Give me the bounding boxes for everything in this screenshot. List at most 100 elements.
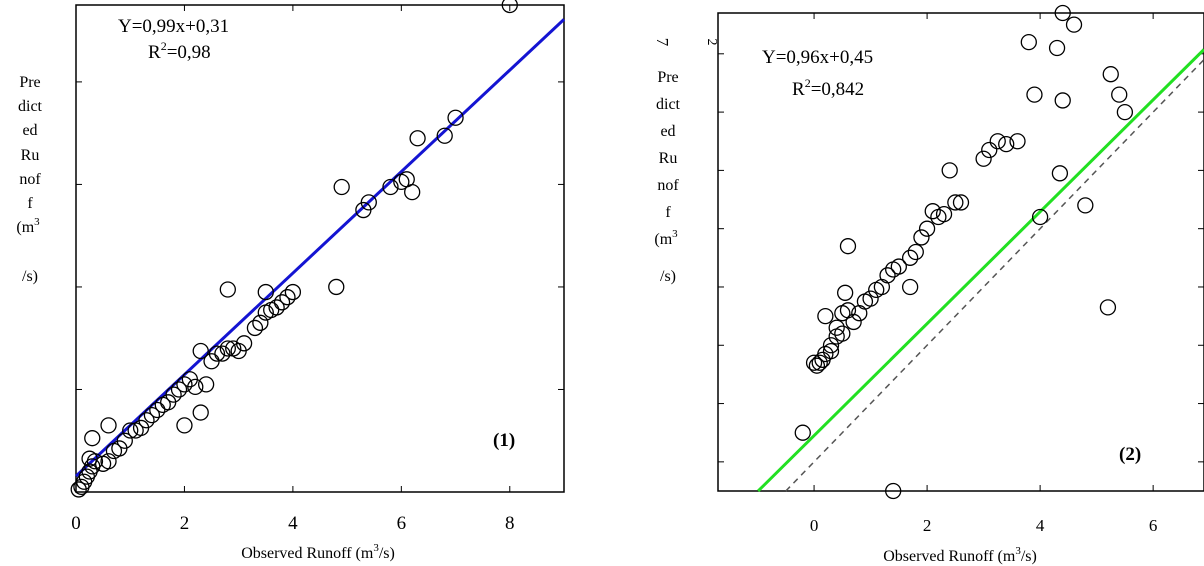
panel-2-data-point-2 xyxy=(808,357,826,374)
panel-2-x-ticks: 0 2 4 6 xyxy=(810,13,1158,535)
panel-2-data-point-40 xyxy=(1009,133,1026,150)
panel-1-data-point-31 xyxy=(192,342,209,360)
panel-1-ylabel-line-5: nof xyxy=(19,171,41,188)
panel-1-data-point-56 xyxy=(404,183,421,201)
panel-2-data-point-49 xyxy=(1099,299,1117,316)
panel-2-data-point-35 xyxy=(941,162,958,179)
panel-1-x-tick-label-1: 2 xyxy=(180,513,190,534)
panel-2-x-tick-label-3: 6 xyxy=(1149,516,1158,535)
panel-2-data-point-51 xyxy=(1111,86,1128,103)
panel-1-data-point-10 xyxy=(100,453,117,470)
panel-1: Pre dict ed Ru nof f (m3 /s) 0 2 4 6 8 Y=0,9… xyxy=(16,0,566,562)
panel-2-data-point-47 xyxy=(1065,16,1083,33)
panel-2-y-ticks xyxy=(718,53,1204,463)
panel-1-data-point-34 xyxy=(214,345,231,362)
panel-1-data-point-46 xyxy=(284,283,302,301)
panel-2-ylabel-line-5: nof xyxy=(657,177,679,194)
panel-1-data-point-49 xyxy=(328,278,345,296)
panel-2-ylabel-line-7: (m3 xyxy=(654,228,678,248)
panel-1-data-point-23 xyxy=(165,386,182,403)
panel-1-x-tick-label-0: 0 xyxy=(71,513,81,534)
panel-2-data-point-7 xyxy=(822,337,840,354)
panel-2-data-point-52 xyxy=(1116,103,1134,121)
panel-1-ylabel-line-7: (m3 xyxy=(16,216,40,236)
panel-2-points xyxy=(794,4,1134,500)
panel-2-data-point-43 xyxy=(1031,208,1049,226)
panel-1-data-point-29 xyxy=(192,404,209,421)
panel-1-data-point-27 xyxy=(176,417,193,434)
panel-1-data-point-45 xyxy=(279,289,296,306)
panel-1-ylabel-line-1: Pre xyxy=(19,74,40,91)
panel-1-data-point-43 xyxy=(268,299,285,316)
panel-2-data-point-14 xyxy=(837,284,854,301)
panel-2-data-point-45 xyxy=(1051,165,1069,182)
panel-2-data-point-17 xyxy=(856,293,874,310)
panel-2-data-point-5 xyxy=(817,345,834,363)
panel-2-data-point-50 xyxy=(1102,66,1119,83)
panel-1-x-ticks: 0 2 4 6 8 xyxy=(71,5,515,534)
panel-2-plot-frame xyxy=(717,12,1204,492)
panel-1-data-point-40 xyxy=(252,314,269,331)
panel-1-ylabel-line-6: f xyxy=(27,195,33,212)
panel-1-y-ticks xyxy=(76,81,564,390)
panel-2-ylabel-line-6: f xyxy=(665,204,671,221)
panel-1-data-point-60 xyxy=(501,0,518,14)
panel-1-points xyxy=(70,0,518,498)
panel-2-data-point-44 xyxy=(1048,39,1066,57)
panel-2-data-point-11 xyxy=(828,319,845,336)
panel-2-data-point-34 xyxy=(952,194,970,211)
panel-1-x-tick-label-3: 6 xyxy=(397,513,407,534)
panel-1-data-point-28 xyxy=(187,378,204,396)
panel-2-data-point-25 xyxy=(901,249,919,266)
panel-1-equation: Y=0,99x+0,31 xyxy=(118,16,229,37)
panel-2-x-tick-label-1: 2 xyxy=(923,516,932,535)
panel-2-data-point-30 xyxy=(924,203,941,220)
panel-2-data-point-10 xyxy=(834,325,851,342)
panel-2-x-tick-label-0: 0 xyxy=(810,516,819,535)
panel-1-data-point-47 xyxy=(257,283,274,301)
panel-1-ylabel-line-8: /s) xyxy=(22,268,38,285)
panel-1-data-point-35 xyxy=(219,340,236,357)
panel-1-data-point-19 xyxy=(143,406,161,424)
panel-2-data-point-54 xyxy=(1054,4,1071,22)
panel-1-data-point-44 xyxy=(273,294,291,311)
panel-1-r-squared: R2=0,98 xyxy=(148,39,211,63)
panel-2-data-point-18 xyxy=(862,290,879,307)
panel-1-data-point-25 xyxy=(176,376,193,393)
panel-2-data-point-15 xyxy=(845,313,862,331)
panel-2-data-point-48 xyxy=(1077,197,1094,214)
panel-1-label: (1) xyxy=(493,430,515,451)
panel-1-data-point-24 xyxy=(170,381,188,398)
panel-2-data-point-36 xyxy=(975,150,992,167)
panel-2-ylabel-line-8: /s) xyxy=(660,268,676,285)
panel-1-data-point-18 xyxy=(138,412,155,429)
panel-1-data-point-33 xyxy=(208,345,226,362)
panel-2-label: (2) xyxy=(1119,444,1141,465)
panel-2-fit-line xyxy=(757,48,1204,493)
panel-2-ylabel-line-1: Pre xyxy=(657,69,678,86)
panel-2-ylabel-line-2: dict xyxy=(656,96,681,113)
panel-2-data-point-21 xyxy=(879,267,896,284)
panel-2-data-point-23 xyxy=(890,258,907,275)
panel-1-data-point-48 xyxy=(219,281,236,298)
panel-2-top-label-7: 7 xyxy=(653,38,672,47)
panel-1-x-tick-label-2: 4 xyxy=(288,513,298,534)
panel-1-data-point-58 xyxy=(436,127,453,144)
panel-1-data-point-20 xyxy=(149,401,166,419)
panel-2-ylabel-line-3: ed xyxy=(660,123,675,140)
panel-1-data-point-30 xyxy=(197,376,215,393)
panel-1-data-point-59 xyxy=(447,109,464,126)
panel-2-data-point-13 xyxy=(839,302,857,319)
panel-2-data-point-41 xyxy=(1026,86,1043,103)
panel-1-x-tick-label-4: 8 xyxy=(505,513,515,534)
panel-2-x-tick-label-2: 4 xyxy=(1036,516,1045,535)
panel-2-data-point-28 xyxy=(913,229,930,246)
panel-1-data-point-50 xyxy=(333,178,350,196)
panel-1-data-point-52 xyxy=(360,194,377,211)
panel-2-data-point-53 xyxy=(885,482,902,500)
panel-2-data-point-8 xyxy=(817,307,834,325)
panel-2: 7 2 Pre dict ed Ru nof f (m3 /s) 0 2 4 6 Y=… xyxy=(653,4,1204,565)
panel-2-r-squared: R2=0,842 xyxy=(792,76,864,100)
panel-1-data-point-53 xyxy=(382,178,399,196)
panel-2-data-point-16 xyxy=(851,305,868,322)
